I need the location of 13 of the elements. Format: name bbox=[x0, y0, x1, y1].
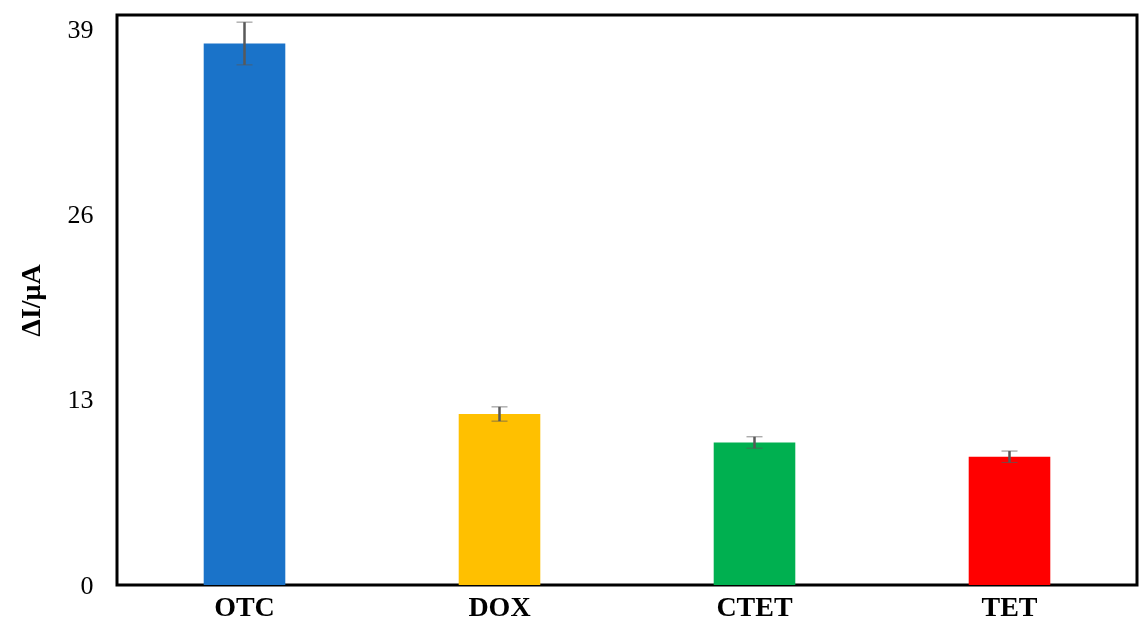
bar bbox=[203, 43, 286, 585]
y-tick-label: 39 bbox=[67, 14, 94, 44]
x-tick-label: TET bbox=[981, 590, 1038, 622]
bar bbox=[713, 442, 796, 585]
y-tick-label: 0 bbox=[80, 570, 94, 600]
bar bbox=[968, 456, 1051, 585]
x-tick-label: CTET bbox=[716, 590, 793, 622]
x-tick-label: DOX bbox=[468, 590, 531, 622]
bar bbox=[458, 414, 541, 585]
x-tick-label: OTC bbox=[214, 590, 275, 622]
y-axis-title: ΔI/μA bbox=[14, 263, 46, 337]
y-tick-label: 26 bbox=[67, 200, 94, 229]
y-tick-label: 13 bbox=[67, 385, 94, 415]
